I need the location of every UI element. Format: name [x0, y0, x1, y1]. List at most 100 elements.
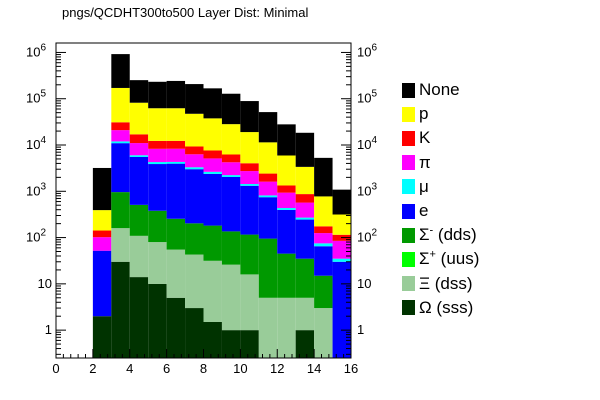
y-tick-label-left: 102 [26, 228, 46, 245]
bar-segment-none-bin-10 [240, 101, 259, 133]
y-tick-label-right: 102 [357, 228, 377, 245]
bar-segment-e-bin-6 [166, 163, 186, 219]
legend-swatch [402, 130, 415, 146]
x-tick-label: 8 [200, 361, 207, 376]
bar-segment---bin-11 [258, 181, 278, 196]
bar-segment-k-bin-4 [129, 134, 149, 144]
legend-item: μ [402, 175, 479, 199]
bar-segment---bin-8 [203, 158, 222, 172]
bar-segment---bin-6 [166, 148, 186, 162]
bar-segment---bin-14 [314, 233, 333, 244]
legend-swatch [402, 203, 415, 219]
bar-segment--dss--bin-13 [295, 297, 315, 331]
bars [92, 54, 351, 358]
bar-segment-p-bin-7 [185, 113, 204, 147]
bar-segment-k-bin-13 [295, 194, 315, 203]
bar-segment--dds--bin-5 [148, 210, 167, 243]
bar-segment-k-bin-9 [221, 154, 241, 163]
bar-segment-p-bin-10 [240, 132, 259, 164]
bar-segment---bin-7 [185, 167, 204, 170]
bar-segment-e-bin-15 [332, 261, 351, 358]
x-tick-label: 6 [163, 361, 170, 376]
bar-segment---bin-15 [332, 258, 351, 262]
bar-segment-none-bin-8 [203, 88, 222, 119]
legend-item: K [402, 126, 479, 150]
bar-segment--dds--bin-8 [203, 225, 222, 261]
legend-label: Σ- (dds) [419, 224, 477, 245]
bar-segment-none-bin-2 [92, 167, 112, 211]
bar-segment--dss--bin-11 [258, 297, 278, 358]
bar-segment---bin-12 [277, 192, 296, 209]
bar-segment--dds--bin-7 [185, 223, 204, 255]
bar-segment-k-bin-14 [314, 226, 333, 234]
legend-label: p [419, 104, 429, 124]
legend-swatch [402, 179, 415, 195]
legend-swatch [402, 82, 415, 98]
bar-segment--dds--bin-14 [314, 275, 333, 309]
x-axis: 0 2 4 6 8 10 12 14 16 [52, 349, 358, 376]
bar-segment--sss--bin-4 [129, 277, 149, 358]
bar-segment--dss--bin-14 [314, 308, 333, 358]
bar-segment---bin-13 [295, 217, 315, 220]
legend-swatch [402, 106, 415, 122]
bar-segment-k-bin-3 [111, 122, 130, 131]
bar-segment-e-bin-7 [185, 169, 204, 224]
y-tick-label-right: 104 [357, 135, 377, 152]
legend-label: π [419, 152, 431, 172]
bar-segment-k-bin-11 [258, 173, 278, 182]
bar-segment---bin-14 [314, 243, 333, 247]
legend-swatch [402, 251, 415, 267]
bar-segment---bin-10 [240, 171, 259, 185]
bar-segment---bin-9 [221, 162, 241, 176]
bar-segment---bin-13 [295, 202, 315, 218]
x-tick-label: 16 [344, 361, 358, 376]
bar-segment-k-bin-12 [277, 185, 296, 193]
x-tick-label: 12 [270, 361, 284, 376]
bar-segment--dss--bin-6 [166, 249, 186, 298]
bar-segment-none-bin-14 [314, 157, 333, 197]
bar-segment-e-bin-9 [221, 177, 241, 232]
x-tick-label: 0 [52, 361, 59, 376]
bar-segment-none-bin-4 [129, 80, 149, 103]
legend-swatch [402, 300, 415, 316]
legend-item: Ω (sss) [402, 296, 479, 320]
legend-label: Ξ (dss) [419, 273, 473, 293]
bar-segment---bin-3 [111, 141, 130, 144]
bar-segment--dss--bin-7 [185, 254, 204, 309]
bar-segment--dds--bin-10 [240, 234, 259, 275]
bar-segment---bin-12 [277, 208, 296, 210]
bar-segment-p-bin-5 [148, 108, 167, 141]
bar-segment-p-bin-6 [166, 108, 186, 141]
legend-swatch [402, 227, 415, 243]
bar-segment-none-bin-3 [111, 54, 130, 88]
bar-segment--sss--bin-5 [148, 283, 167, 358]
legend-item: Σ+ (uus) [402, 247, 479, 271]
bar-segment---bin-8 [203, 171, 222, 174]
legend-swatch [402, 276, 415, 292]
legend-item: p [402, 102, 479, 126]
bar-segment--sss--bin-9 [221, 330, 241, 358]
bar-segment-p-bin-2 [92, 210, 112, 231]
bar-segment-e-bin-13 [295, 219, 315, 259]
bar-segment--dss--bin-4 [129, 235, 149, 278]
bar-segment-e-bin-8 [203, 173, 222, 226]
bar-segment-none-bin-11 [258, 112, 278, 143]
bar-segment--sss--bin-3 [111, 261, 130, 358]
legend-label: Ω (sss) [419, 297, 474, 317]
bar-segment---bin-7 [185, 154, 204, 168]
legend-item: Ξ (dss) [402, 272, 479, 296]
bar-segment--dds--bin-4 [129, 204, 149, 236]
bar-segment-k-bin-10 [240, 163, 259, 172]
bar-segment---bin-6 [166, 161, 186, 164]
bar-segment-k-bin-6 [166, 140, 186, 149]
bar-segment--dss--bin-12 [277, 297, 296, 358]
bar-segment-e-bin-12 [277, 209, 296, 254]
bar-segment---bin-10 [240, 184, 259, 186]
bar-segment-none-bin-9 [221, 93, 241, 125]
legend-label: Σ+ (uus) [419, 248, 480, 269]
chart-title: pngs/QCDHT300to500 Layer Dist: Minimal [62, 5, 309, 20]
bar-segment---bin-2 [92, 237, 112, 251]
bar-segment---bin-3 [111, 130, 130, 142]
